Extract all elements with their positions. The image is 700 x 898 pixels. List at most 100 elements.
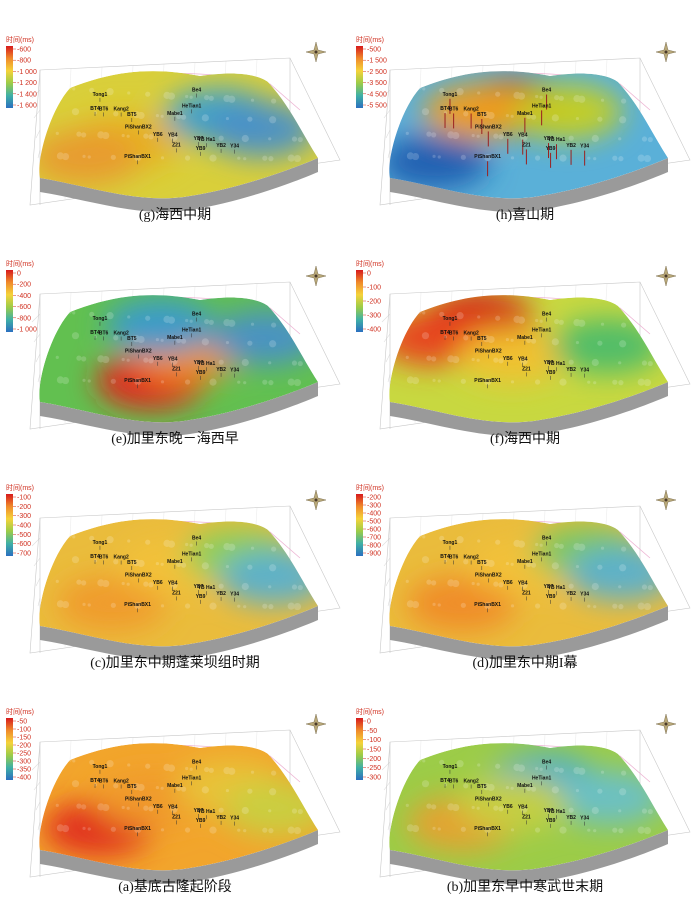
compass-rose-icon [305,489,327,511]
well-label: YB9 [546,370,556,376]
panel-g: Tong1 Be4 BT4 BT6 Kang2 BT5 HeTian1 Mabe1 PiShan… [0,0,350,224]
panel-caption: (f)海西中期 [490,432,560,447]
well-label: YB4 [518,133,528,139]
well-label: YB7 [194,584,204,590]
well-label: PiShanBX2 [475,124,502,130]
legend-tick: -300 [17,759,31,766]
legend-tick: -2 500 [367,69,387,76]
legend-tick: -600 [17,541,31,548]
legend-tick: -250 [367,765,381,772]
well-label: YB7 [544,584,554,590]
well-label: Tong1 [443,316,458,322]
compass-rose-icon [305,713,327,735]
panel-a: Tong1 Be4 BT4 BT6 Kang2 BT5 HeTian1 Mabe1 PiShan… [0,672,350,896]
well-label: BT5 [127,784,137,790]
well-label: Z21 [522,366,531,372]
panel-caption: (b)加里东早中寒武世末期 [446,880,604,895]
legend-tick: -5 500 [367,103,387,110]
color-zone [389,133,490,190]
legend-tick: -400 [367,511,381,518]
well-label: YB9 [546,146,556,152]
legend-tick: -400 [17,293,31,300]
well-label: Z21 [172,142,181,148]
legend-tick: 0 [367,271,371,278]
well-label: YB Ha1 [548,809,566,815]
legend-tick: -200 [367,756,381,763]
well-label: Be4 [542,536,551,542]
well-label: YB6 [153,580,163,586]
well-label: YB4 [168,805,178,811]
well-label: YB6 [153,356,163,362]
color-ramp [356,270,363,332]
color-zone [552,317,663,374]
well-label: YB9 [196,370,206,376]
panel-caption: (g)海西中期 [138,208,212,223]
well-label: HeTian1 [182,103,202,109]
color-zone [457,775,568,832]
legend-title: 时间(ms) [356,259,384,268]
legend-title: 时间(ms) [6,259,34,268]
panel-caption: (c)加里东中期蓬莱坝组时期 [90,656,260,671]
color-ramp [6,494,13,556]
well-label: Kang2 [463,555,479,561]
compass-rose-icon [655,265,677,287]
legend-tick: -1 600 [17,103,37,110]
well-label: BT5 [477,336,487,342]
well-label: Tong1 [93,764,108,770]
well-label: YB2 [216,367,226,373]
well-label: HeTian1 [532,551,552,557]
block-side-wall [40,382,318,437]
well-label: BT5 [127,560,137,566]
well-label: BT4 [90,778,100,784]
well-label: YB Ha1 [198,585,216,591]
well-label: BT5 [127,336,137,342]
color-ramp [6,718,13,780]
compass-rose-icon [305,41,327,63]
well-label: Tong1 [93,92,108,98]
well-label: BT4 [440,778,450,784]
color-zone [406,575,517,632]
legend-tick: -500 [17,532,31,539]
well-label: BT5 [127,112,137,118]
well-label: YB6 [153,132,163,138]
well-label: Kang2 [113,331,129,337]
legend-tick: -600 [367,527,381,534]
block-side-wall [40,606,318,661]
well-label: Tong1 [443,92,458,98]
well-label: HeTian1 [532,775,552,781]
well-label: Mabe1 [517,783,533,789]
well-label: YB6 [153,804,163,810]
well-label: BT6 [99,554,109,560]
well-label: HeTian1 [532,327,552,333]
well-label: Mabe1 [167,559,183,565]
well-label: PiShanBX2 [125,124,152,130]
color-zone [457,327,568,384]
well-label: BT4 [440,106,450,112]
well-label: Z21 [172,814,181,820]
well-label: PiShanBX2 [475,796,502,802]
well-label: PiShanBX1 [474,378,501,384]
color-ramp [356,718,363,780]
well-label: BT6 [99,106,109,112]
well-label: PiShanBX1 [474,826,501,832]
well-label: YB9 [196,594,206,600]
legend-tick: -700 [17,551,31,558]
well-label: HeTian1 [182,775,202,781]
well-label: Be4 [192,312,201,318]
well-label: Kang2 [113,555,129,561]
legend-tick: -3 500 [367,80,387,87]
legend-title: 时间(ms) [356,483,384,492]
legend-tick: -300 [367,503,381,510]
color-legend: 时间(ms) -50-100-150-200-250-300-350-400 [6,707,34,782]
well-label: BT4 [440,330,450,336]
legend-tick: -150 [17,735,31,742]
color-zone [105,298,216,355]
well-label: Kang2 [463,779,479,785]
block-side-wall [390,158,668,213]
legend-tick: -400 [367,327,381,334]
well-label: Y34 [230,144,239,150]
